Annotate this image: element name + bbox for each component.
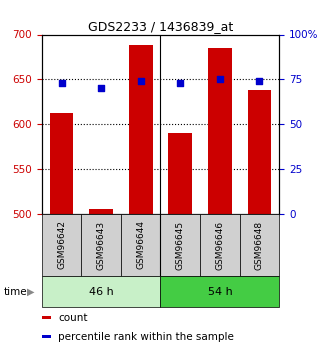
Point bbox=[178, 80, 183, 86]
Title: GDS2233 / 1436839_at: GDS2233 / 1436839_at bbox=[88, 20, 233, 33]
Bar bbox=[121, 214, 160, 276]
Bar bbox=[42, 214, 81, 276]
Text: GSM96646: GSM96646 bbox=[215, 220, 224, 269]
Point bbox=[138, 78, 143, 84]
Text: GSM96644: GSM96644 bbox=[136, 220, 145, 269]
Text: 46 h: 46 h bbox=[89, 287, 114, 296]
Text: percentile rank within the sample: percentile rank within the sample bbox=[58, 332, 234, 342]
Bar bbox=[42, 276, 160, 307]
Text: GSM96642: GSM96642 bbox=[57, 220, 66, 269]
Point bbox=[59, 80, 64, 86]
Bar bbox=[160, 276, 279, 307]
Text: 54 h: 54 h bbox=[207, 287, 232, 296]
Text: time: time bbox=[3, 287, 27, 296]
Text: GSM96643: GSM96643 bbox=[97, 220, 106, 269]
Bar bbox=[81, 214, 121, 276]
Text: ▶: ▶ bbox=[27, 287, 34, 296]
Text: count: count bbox=[58, 313, 88, 323]
Bar bbox=[50, 114, 74, 214]
Bar bbox=[89, 209, 113, 214]
Bar bbox=[169, 133, 192, 214]
Point bbox=[99, 86, 104, 91]
Bar bbox=[42, 316, 51, 319]
Bar bbox=[42, 335, 51, 338]
Bar bbox=[208, 48, 232, 214]
Bar bbox=[129, 45, 152, 214]
Bar bbox=[240, 214, 279, 276]
Text: GSM96648: GSM96648 bbox=[255, 220, 264, 269]
Bar bbox=[160, 214, 200, 276]
Point bbox=[217, 77, 222, 82]
Point bbox=[257, 78, 262, 84]
Text: GSM96645: GSM96645 bbox=[176, 220, 185, 269]
Bar bbox=[200, 214, 240, 276]
Bar bbox=[247, 90, 271, 214]
